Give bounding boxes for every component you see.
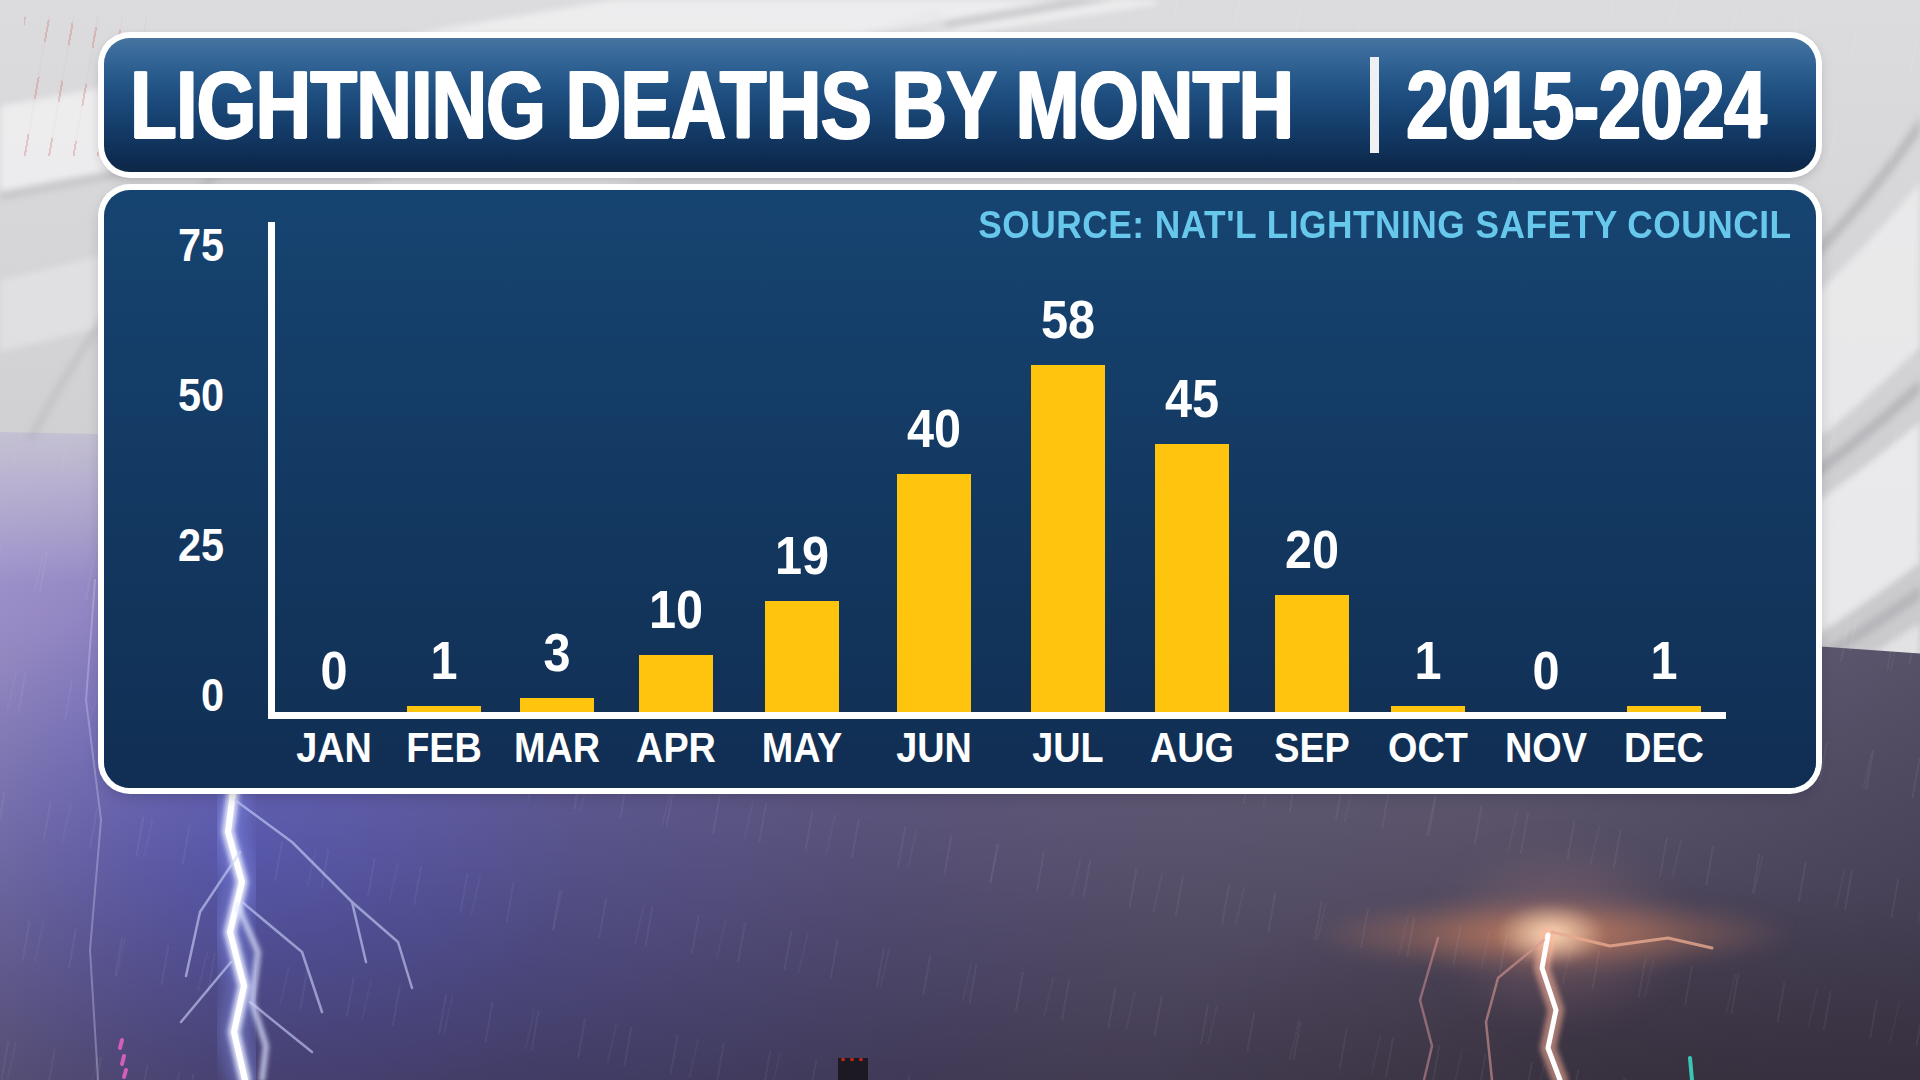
- bar-jul: [1031, 365, 1105, 716]
- tower-light: [850, 1058, 854, 1061]
- bar-value-apr: 10: [649, 578, 703, 640]
- month-label-oct: OCT: [1388, 724, 1468, 772]
- bar-value-jul: 58: [1041, 288, 1095, 350]
- bar-value-nov: 0: [1532, 639, 1559, 701]
- bar-value-may: 19: [775, 524, 829, 586]
- title-divider: [1370, 57, 1379, 153]
- page-title: LIGHTNING DEATHS BY MONTH: [130, 50, 1293, 160]
- bar-aug: [1155, 444, 1229, 716]
- month-label-may: MAY: [762, 724, 843, 772]
- month-label-jun: JUN: [896, 724, 972, 772]
- y-tick-label: 50: [125, 368, 224, 422]
- month-label-mar: MAR: [514, 724, 600, 772]
- chart-title-banner: LIGHTNING DEATHS BY MONTH 2015-2024: [104, 38, 1816, 172]
- y-axis-line: [268, 222, 275, 719]
- bar-jun: [897, 474, 971, 716]
- tower-light: [841, 1058, 845, 1061]
- x-axis-line: [268, 712, 1726, 719]
- y-tick-label: 75: [125, 218, 224, 272]
- y-tick-label: 25: [125, 518, 224, 572]
- weather-graphic: LIGHTNING DEATHS BY MONTH 2015-2024 SOUR…: [0, 0, 1920, 1080]
- bar-apr: [639, 655, 713, 716]
- bar-may: [765, 601, 839, 716]
- bar-value-jun: 40: [907, 397, 961, 459]
- month-label-apr: APR: [636, 724, 716, 772]
- bar-value-sep: 20: [1285, 518, 1339, 580]
- bar-value-aug: 45: [1165, 367, 1219, 429]
- bar-value-oct: 1: [1414, 629, 1441, 691]
- chart-panel: SOURCE: NAT'L LIGHTNING SAFETY COUNCIL 7…: [104, 190, 1816, 788]
- bar-value-dec: 1: [1650, 629, 1677, 691]
- month-label-feb: FEB: [406, 724, 482, 772]
- month-label-dec: DEC: [1624, 724, 1704, 772]
- source-attribution: SOURCE: NAT'L LIGHTNING SAFETY COUNCIL: [979, 204, 1792, 247]
- bar-value-jan: 0: [320, 639, 347, 701]
- month-label-sep: SEP: [1274, 724, 1350, 772]
- month-label-nov: NOV: [1505, 724, 1587, 772]
- bar-value-mar: 3: [543, 621, 570, 683]
- month-label-jan: JAN: [296, 724, 372, 772]
- tower-silhouette: [838, 1058, 868, 1080]
- bar-value-feb: 1: [430, 629, 457, 691]
- bar-sep: [1275, 595, 1349, 716]
- tower-light: [859, 1058, 863, 1061]
- month-label-aug: AUG: [1150, 724, 1234, 772]
- y-tick-label: 0: [125, 668, 224, 722]
- chart-title-banner-fill: LIGHTNING DEATHS BY MONTH 2015-2024: [104, 38, 1816, 172]
- month-label-jul: JUL: [1032, 724, 1103, 772]
- title-period: 2015-2024: [1406, 50, 1766, 160]
